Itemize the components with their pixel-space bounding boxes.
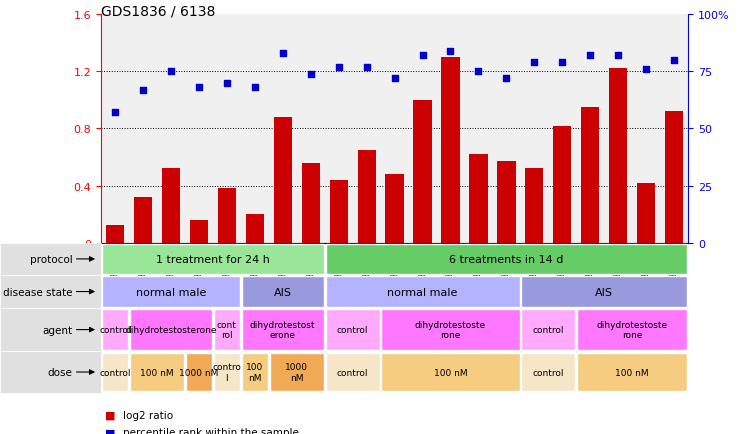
Text: 100 nM: 100 nM	[434, 368, 468, 377]
Bar	[497, 162, 515, 243]
Point	[277, 50, 289, 57]
Bar	[190, 220, 208, 243]
Text: dihydrotestoste
rone: dihydrotestoste rone	[597, 320, 668, 339]
Point	[137, 87, 149, 94]
Text: 100 nM: 100 nM	[616, 368, 649, 377]
Text: log2 ratio: log2 ratio	[123, 410, 174, 420]
Text: normal male: normal male	[135, 287, 206, 297]
Bar	[441, 58, 459, 243]
Bar	[554, 126, 571, 243]
Bar	[577, 309, 687, 350]
Bar	[102, 353, 128, 391]
Point	[584, 53, 596, 60]
Point	[444, 48, 456, 55]
Bar	[102, 276, 240, 307]
Point	[557, 59, 568, 66]
Text: 100
nM: 100 nM	[246, 362, 263, 382]
Bar	[521, 353, 575, 391]
Text: percentile rank within the sample: percentile rank within the sample	[123, 427, 299, 434]
Point	[304, 71, 316, 78]
Text: 1000
nM: 1000 nM	[285, 362, 308, 382]
Text: control: control	[99, 368, 131, 377]
Bar	[521, 309, 575, 350]
Point	[668, 57, 680, 64]
Text: AIS: AIS	[274, 287, 292, 297]
Text: agent: agent	[43, 325, 73, 335]
Text: dihydrotestost
erone: dihydrotestost erone	[250, 320, 316, 339]
Bar	[325, 276, 520, 307]
Point	[193, 85, 205, 92]
Bar	[525, 169, 544, 243]
Point	[165, 69, 177, 76]
Bar	[330, 181, 348, 243]
Point	[389, 76, 401, 82]
Text: disease state: disease state	[3, 287, 73, 297]
Text: 100 nM: 100 nM	[140, 368, 174, 377]
Point	[249, 85, 261, 92]
Bar	[242, 276, 324, 307]
Bar	[102, 309, 128, 350]
Point	[613, 53, 625, 60]
Point	[333, 64, 345, 71]
Point	[361, 64, 373, 71]
Text: control: control	[337, 368, 368, 377]
Bar	[325, 309, 380, 350]
Bar	[385, 174, 404, 243]
Bar	[130, 353, 184, 391]
Text: control: control	[533, 326, 564, 334]
Bar	[218, 189, 236, 243]
Bar	[609, 69, 628, 243]
Bar	[269, 353, 324, 391]
Bar	[214, 309, 240, 350]
Bar	[381, 353, 520, 391]
Bar	[242, 353, 268, 391]
Text: 6 treatments in 14 d: 6 treatments in 14 d	[450, 254, 563, 264]
Text: control: control	[337, 326, 368, 334]
Bar	[665, 112, 683, 243]
Text: ■: ■	[105, 410, 115, 420]
Bar	[102, 244, 324, 275]
Bar	[581, 108, 599, 243]
Point	[640, 66, 652, 73]
Bar	[186, 353, 212, 391]
Text: cont
rol: cont rol	[217, 320, 236, 339]
Text: ■: ■	[105, 427, 115, 434]
Point	[528, 59, 540, 66]
Bar	[577, 353, 687, 391]
Text: normal male: normal male	[387, 287, 458, 297]
Bar	[106, 226, 124, 243]
Bar	[414, 101, 432, 243]
Text: protocol: protocol	[30, 254, 73, 264]
Bar	[134, 197, 152, 243]
Point	[109, 110, 121, 117]
Bar	[274, 118, 292, 243]
Bar	[214, 353, 240, 391]
Bar	[162, 169, 180, 243]
Text: contro
l: contro l	[212, 362, 242, 382]
Text: dose: dose	[48, 367, 73, 377]
Text: 1 treatment for 24 h: 1 treatment for 24 h	[156, 254, 270, 264]
Bar	[130, 309, 212, 350]
Point	[500, 76, 512, 82]
Bar	[245, 214, 264, 243]
Point	[473, 69, 485, 76]
Bar	[301, 163, 320, 243]
Bar	[358, 151, 375, 243]
Point	[417, 53, 429, 60]
Text: AIS: AIS	[595, 287, 613, 297]
Bar	[242, 309, 324, 350]
Text: dihydrotestosterone: dihydrotestosterone	[125, 326, 217, 334]
Bar	[381, 309, 520, 350]
Text: 1000 nM: 1000 nM	[180, 368, 218, 377]
Text: control: control	[99, 326, 131, 334]
Bar	[325, 353, 380, 391]
Bar	[521, 276, 687, 307]
Text: control: control	[533, 368, 564, 377]
Bar	[469, 155, 488, 243]
Bar	[637, 183, 655, 243]
Point	[221, 80, 233, 87]
Text: dihydrotestoste
rone: dihydrotestoste rone	[415, 320, 486, 339]
Text: GDS1836 / 6138: GDS1836 / 6138	[101, 4, 215, 18]
Bar	[325, 244, 687, 275]
